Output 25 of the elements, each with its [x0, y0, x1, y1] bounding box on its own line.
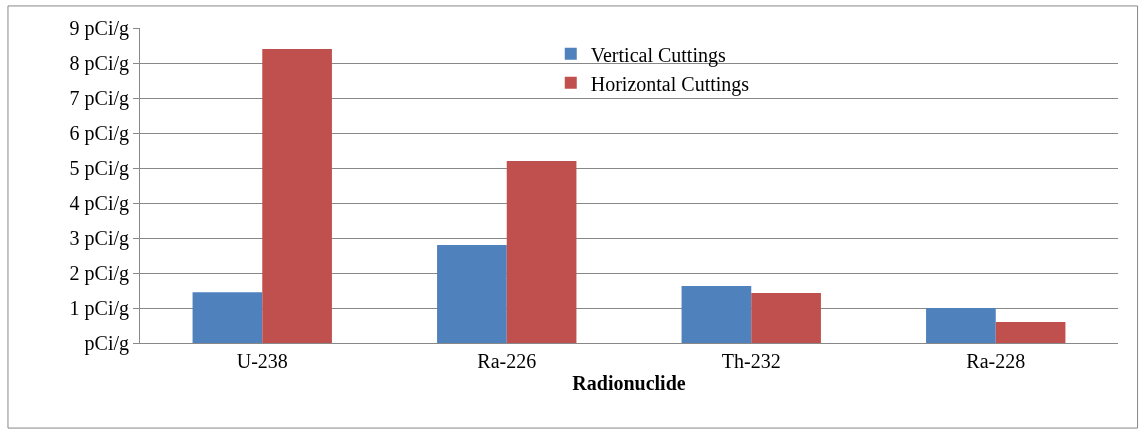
legend-label: Vertical Cuttings: [590, 43, 726, 67]
x-tick-label: Ra-228: [966, 350, 1026, 372]
legend-label: Horizontal Cuttings: [590, 72, 750, 96]
bar: [192, 292, 263, 343]
bar: [926, 308, 996, 343]
x-tick-label: Ra-226: [477, 350, 537, 372]
bar: [681, 285, 752, 343]
y-tick-label: 2 pCi/g: [69, 262, 129, 285]
y-tick-label: 9 pCi/g: [69, 17, 129, 40]
x-tick-label: U-238: [236, 350, 288, 372]
y-tick-label: 3 pCi/g: [69, 227, 129, 250]
x-tick-label: Th-232: [721, 350, 781, 372]
y-tick-label: 8 pCi/g: [69, 52, 129, 75]
y-tick-label: 1 pCi/g: [69, 297, 129, 320]
bar: [751, 292, 821, 343]
bar: [262, 49, 332, 343]
y-tick-label: 6 pCi/g: [69, 122, 129, 145]
x-axis-title: Radionuclide: [572, 371, 686, 394]
y-tick-label: 4 pCi/g: [69, 192, 129, 215]
y-tick-label: 7 pCi/g: [69, 87, 129, 110]
bar: [995, 322, 1066, 343]
y-tick-label: 5 pCi/g: [69, 157, 129, 180]
bar: [506, 161, 577, 343]
y-tick-label: pCi/g: [84, 332, 129, 355]
bar: [437, 245, 507, 343]
